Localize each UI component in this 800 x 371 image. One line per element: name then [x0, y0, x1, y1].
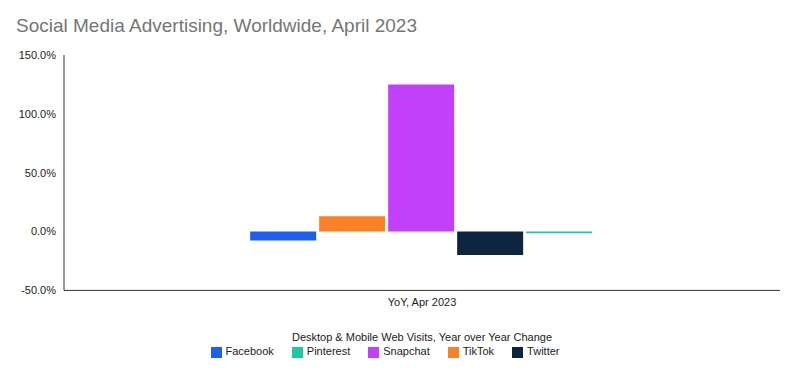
html-text:Twitter: Twitter — [527, 345, 560, 358]
svg-text:-50.0%: -50.0% — [21, 284, 56, 296]
html-text:TikTok: TikTok — [462, 345, 495, 358]
html-text:Snapchat: Snapchat — [383, 345, 430, 358]
svg-text:50.0%: 50.0% — [25, 167, 56, 179]
svg-text:Desktop & Mobile Web Visits, Y: Desktop & Mobile Web Visits, Year over Y… — [292, 331, 552, 343]
html-text:Social Media Advertising, Worl: Social Media Advertising, Worldwide, Apr… — [16, 15, 417, 36]
svg-text:100.0%: 100.0% — [19, 108, 57, 120]
html-text:Facebook: Facebook — [225, 345, 274, 358]
svg-text:0.0%: 0.0% — [31, 225, 56, 237]
svg-text:150.0%: 150.0% — [19, 49, 57, 61]
svg-text:YoY, Apr 2023: YoY, Apr 2023 — [388, 296, 457, 308]
html-text:Pinterest: Pinterest — [306, 345, 351, 358]
